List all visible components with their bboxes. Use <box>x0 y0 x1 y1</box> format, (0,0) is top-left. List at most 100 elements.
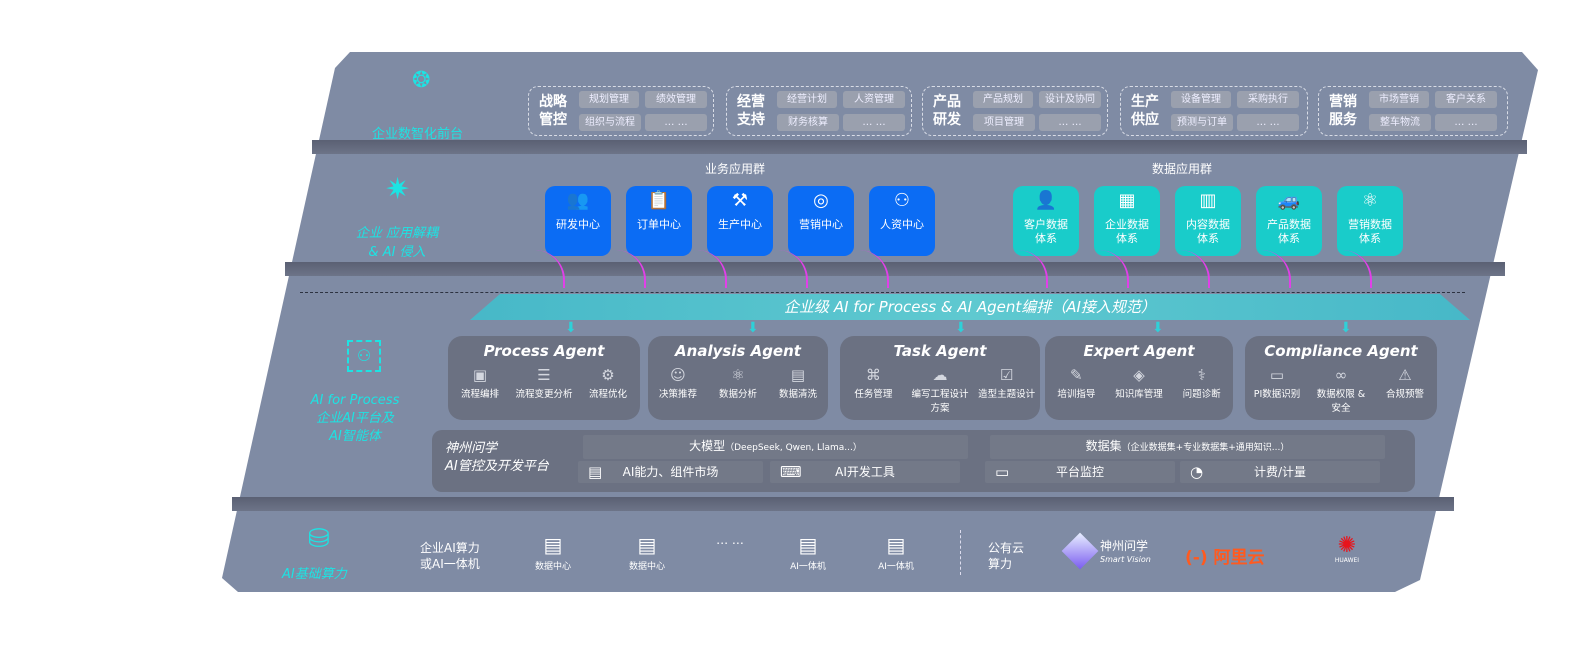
front-item[interactable]: 项目管理 <box>973 114 1035 131</box>
tool-label: AI能力、组件市场 <box>622 465 719 479</box>
business-app-tile[interactable]: ⚒ 生产中心 <box>707 186 773 256</box>
platform-tool[interactable]: ⌨ AI开发工具 <box>770 461 960 483</box>
front-item[interactable]: 人资管理 <box>843 91 905 108</box>
data-app-tile[interactable]: ⚛ 营销数据 体系 <box>1337 186 1403 256</box>
agent-capability[interactable]: ▭ PI数据识别 <box>1247 366 1307 414</box>
agent-card[interactable]: Compliance Agent ▭ PI数据识别 ∞ 数据权限 & 安全 ⚠ 合规预警 <box>1245 336 1437 420</box>
dev-tool-icon: ⌨ <box>780 463 802 481</box>
label-line: AI for Process <box>310 393 400 408</box>
business-app-tile[interactable]: 👥 研发中心 <box>545 186 611 256</box>
label-line: 企业AI算力 <box>420 541 480 555</box>
platform-tool[interactable]: ▭ 平台监控 <box>985 461 1175 483</box>
front-item[interactable]: 整车物流 <box>1369 114 1431 131</box>
agent-capability[interactable]: ☑ 造型主题设计 <box>977 366 1037 414</box>
label-line: 公有云 <box>988 541 1025 555</box>
building-icon: ▦ <box>1118 190 1136 211</box>
agent-capability[interactable]: ⚛ 数据分析 <box>708 366 768 400</box>
factory-icon: ⚒ <box>731 190 749 211</box>
dataset-label: 数据集 <box>1085 439 1122 453</box>
business-app-tile[interactable]: ◎ 营销中心 <box>788 186 854 256</box>
front-item[interactable]: … … <box>843 114 905 131</box>
down-arrow-icon: ⬇ <box>1340 320 1352 336</box>
agent-capability[interactable]: ▣ 流程编排 <box>450 366 510 400</box>
target-icon: ◎ <box>813 190 829 211</box>
agent-capability[interactable]: ✎ 培训指导 <box>1046 366 1106 400</box>
front-item[interactable]: 经营计划 <box>777 91 837 108</box>
tile-label: 订单中心 <box>637 218 681 231</box>
agent-capability[interactable]: ⌘ 任务管理 <box>843 366 903 414</box>
tile-label: 体系 <box>1197 232 1219 245</box>
vendor-name: 神州问学 <box>1100 539 1149 553</box>
platform-tool[interactable]: ◔ 计费/计量 <box>1180 461 1380 483</box>
front-item[interactable]: … … <box>645 114 707 131</box>
people-icon: ⚇ <box>893 190 911 211</box>
tile-label: 体系 <box>1116 232 1138 245</box>
front-item[interactable]: 设备管理 <box>1171 91 1231 108</box>
agent-capability[interactable]: ☁ 编写工程设计方案 <box>910 366 970 414</box>
layers-icon: ◈ <box>1133 366 1145 384</box>
agent-card[interactable]: Analysis Agent ☺ 决策推荐 ⚛ 数据分析 ▤ 数据清洗 <box>648 336 828 420</box>
data-app-tile[interactable]: ▦ 企业数据 体系 <box>1094 186 1160 256</box>
front-item[interactable]: 组织与流程 <box>579 114 641 131</box>
front-item[interactable]: 客户关系 <box>1435 91 1497 108</box>
front-item[interactable]: 财务核算 <box>777 114 839 131</box>
label-line: & AI 侵入 <box>368 245 426 260</box>
front-item[interactable]: … … <box>1237 114 1299 131</box>
aliyun-logo-icon: (-) <box>1185 548 1208 568</box>
alert-icon: ⚠ <box>1398 366 1412 384</box>
layer-label-compute: AI基础算力 <box>282 567 347 582</box>
group-title: 产品研发 <box>933 94 961 128</box>
business-apps-title: 业务应用群 <box>705 162 766 176</box>
agent-card[interactable]: Task Agent ⌘ 任务管理 ☁ 编写工程设计方案 ☑ 造型主题设计 <box>840 336 1040 420</box>
agent-card[interactable]: Expert Agent ✎ 培训指导 ◈ 知识库管理 ⚕ 问题诊断 <box>1045 336 1233 420</box>
enterprise-compute-label: 企业AI算力 或AI一体机 <box>420 540 480 572</box>
agent-capability[interactable]: ▤ 数据清洗 <box>768 366 828 400</box>
front-item[interactable]: 采购执行 <box>1237 91 1299 108</box>
platform-tool[interactable]: ▤ AI能力、组件市场 <box>578 461 763 483</box>
agent-card[interactable]: Process Agent ▣ 流程编排 ☰ 流程变更分析 ⚙ 流程优化 <box>448 336 640 420</box>
agent-capability[interactable]: ⚠ 合规预警 <box>1375 366 1435 414</box>
data-app-tile[interactable]: 🚙 产品数据 体系 <box>1256 186 1322 256</box>
front-item[interactable]: … … <box>1039 114 1101 131</box>
agent-capability[interactable]: ☰ 流程变更分析 <box>514 366 574 400</box>
capability-label: 数据清洗 <box>778 389 817 400</box>
front-item[interactable]: 预测与订单 <box>1171 114 1233 131</box>
front-group: 产品研发 产品规划 设计及协同 项目管理… … <box>922 86 1108 136</box>
tile-label: 体系 <box>1035 232 1057 245</box>
agent-capability[interactable]: ☺ 决策推荐 <box>648 366 708 400</box>
agent-capability[interactable]: ◈ 知识库管理 <box>1109 366 1169 400</box>
dataset-bar: 数据集（企业数据集+专业数据集+通用知识...） <box>990 435 1385 459</box>
business-app-tile[interactable]: ⚇ 人资中心 <box>869 186 935 256</box>
vendor-aliyun: (-) 阿里云 <box>1185 543 1265 568</box>
capability-label: 数据权限 & 安全 <box>1316 389 1366 414</box>
server-icon: ▤ <box>637 533 657 557</box>
diagnose-icon: ⚕ <box>1197 366 1206 384</box>
capability-label: 知识库管理 <box>1115 389 1163 400</box>
front-item[interactable]: 设计及协同 <box>1039 91 1101 108</box>
server-label: 数据中心 <box>534 562 571 572</box>
front-item[interactable]: 产品规划 <box>973 91 1033 108</box>
business-app-tile[interactable]: 📋 订单中心 <box>626 186 692 256</box>
vertical-divider <box>960 530 961 575</box>
label-line: 或AI一体机 <box>420 557 480 571</box>
front-item[interactable]: … … <box>1435 114 1497 131</box>
capability-label: 数据分析 <box>718 389 757 400</box>
database-icon: ⛁ <box>308 524 330 554</box>
agent-capability[interactable]: ⚕ 问题诊断 <box>1172 366 1232 400</box>
agent-name: Task Agent <box>893 342 987 360</box>
layer-divider <box>232 497 1454 511</box>
front-item[interactable]: 市场营销 <box>1369 91 1429 108</box>
layer-divider <box>285 262 1505 276</box>
title-line: AI管控及开发平台 <box>445 459 549 474</box>
data-app-tile[interactable]: ▥ 内容数据 体系 <box>1175 186 1241 256</box>
data-app-tile[interactable]: 👤 客户数据 体系 <box>1013 186 1079 256</box>
checklist-icon: ☑ <box>999 366 1014 384</box>
front-item[interactable]: 绩效管理 <box>645 91 707 108</box>
front-item[interactable]: 规划管理 <box>579 91 639 108</box>
agent-capability[interactable]: ∞ 数据权限 & 安全 <box>1311 366 1371 414</box>
monitor-icon: ▭ <box>995 463 1010 481</box>
server-label: AI一体机 <box>790 562 826 572</box>
agent-capability[interactable]: ⚙ 流程优化 <box>578 366 638 400</box>
user-icon: 👤 <box>1034 190 1058 211</box>
huawei-logo-icon: ✺ <box>1337 533 1357 558</box>
